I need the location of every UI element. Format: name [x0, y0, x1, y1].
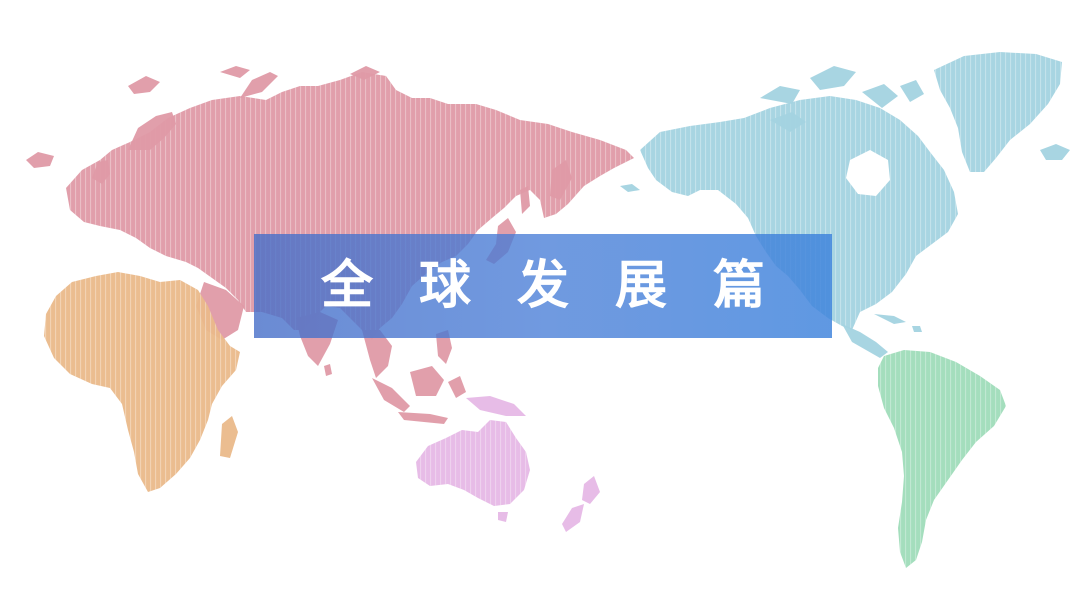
indochina: [362, 330, 392, 378]
philippines: [436, 330, 452, 364]
aleutians: [620, 184, 640, 192]
iceland-west: [1040, 144, 1070, 160]
caribbean-islands: [874, 314, 922, 332]
borneo: [410, 366, 444, 396]
north-america-stripes: [640, 96, 958, 330]
scandinavia: [128, 112, 176, 150]
iceland: [26, 152, 54, 168]
title-banner: 全球发展篇: [254, 234, 832, 338]
sumatra: [372, 378, 410, 412]
greenland-region: [934, 52, 1070, 172]
sri-lanka: [324, 364, 332, 376]
british-isles: [92, 160, 110, 184]
australia-stripes: [416, 420, 530, 506]
eurasia-region: [26, 66, 634, 424]
central-america: [842, 324, 888, 358]
kamchatka: [550, 160, 572, 200]
south-america-region: [878, 350, 1006, 568]
hudson-bay: [846, 150, 890, 196]
africa-stripes: [44, 272, 240, 492]
africa-region: [44, 272, 240, 492]
java: [398, 412, 448, 424]
greenland-stripes: [934, 52, 1062, 172]
north-america-region: [620, 66, 958, 358]
madagascar: [220, 416, 238, 458]
sakhalin: [520, 186, 530, 214]
new-guinea: [466, 396, 526, 416]
new-zealand: [562, 476, 600, 532]
page-title: 全球发展篇: [320, 256, 811, 316]
tasmania: [498, 512, 508, 522]
arctic-archipelago: [760, 66, 924, 132]
eurasia-stripes: [66, 72, 634, 340]
novaya-zemlya: [240, 72, 278, 98]
sulawesi: [448, 376, 466, 398]
oceania-region: [416, 396, 600, 532]
south-america-stripes: [878, 350, 1006, 568]
